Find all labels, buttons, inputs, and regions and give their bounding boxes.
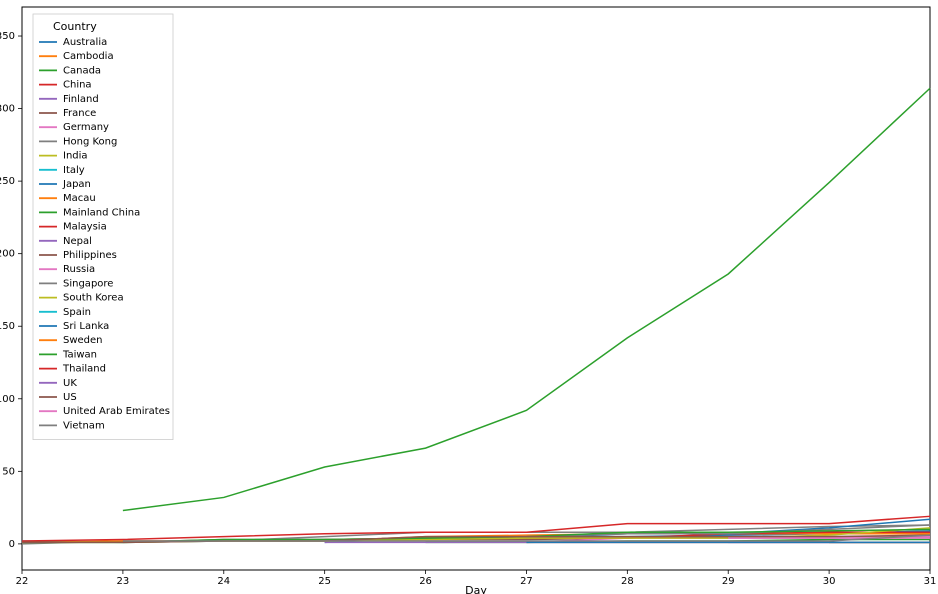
x-tick-label: 26	[419, 576, 432, 587]
legend-label: Vietnam	[63, 420, 105, 431]
x-tick-label: 29	[722, 576, 735, 587]
legend-label: France	[63, 108, 96, 119]
legend-label: China	[63, 80, 92, 91]
y-tick-label: 300	[0, 104, 15, 115]
y-tick-label: 200	[0, 249, 15, 260]
legend-label: United Arab Emirates	[63, 406, 170, 417]
legend-label: Thailand	[62, 364, 106, 375]
legend-label: Nepal	[63, 236, 92, 247]
legend-label: Mainland China	[63, 207, 140, 218]
legend-label: Macau	[63, 193, 96, 204]
legend-label: Cambodia	[63, 51, 114, 62]
y-tick-label: 250	[0, 176, 15, 187]
chart-svg: 22 23 24 25 26 27 28 29 30 31 0 50 100 150 200 250 300 35…	[0, 0, 938, 594]
legend: Country Australia Cambodia Canada China Finla…	[33, 14, 173, 440]
legend-label: South Korea	[63, 293, 124, 304]
legend-label: Taiwan	[62, 349, 97, 360]
line-chart: 22 23 24 25 26 27 28 29 30 31 0 50 100 150 200 250 300 35…	[0, 0, 938, 594]
x-tick-label: 23	[117, 576, 130, 587]
legend-label: Malaysia	[63, 222, 107, 233]
legend-label: Spain	[63, 307, 91, 318]
legend-label: Canada	[63, 65, 101, 76]
x-tick-label: 24	[217, 576, 230, 587]
y-tick-label: 0	[9, 539, 15, 550]
legend-title: Country	[53, 20, 97, 33]
legend-label: Sri Lanka	[63, 321, 109, 332]
x-tick-label: 31	[924, 576, 937, 587]
legend-label: Germany	[63, 122, 109, 133]
legend-label: Hong Kong	[63, 136, 117, 147]
legend-label: Finland	[63, 94, 99, 105]
y-tick-label: 100	[0, 394, 15, 405]
y-tick-label: 150	[0, 321, 15, 332]
legend-label: Sweden	[63, 335, 103, 346]
x-tick-label: 27	[520, 576, 533, 587]
y-tick-label: 50	[2, 466, 15, 477]
legend-label: US	[63, 392, 77, 403]
legend-label: Italy	[63, 165, 85, 176]
x-tick-label: 25	[318, 576, 331, 587]
x-tick-label: 22	[16, 576, 29, 587]
legend-label: Japan	[62, 179, 91, 190]
legend-label: Singapore	[63, 278, 113, 289]
legend-label: India	[63, 151, 88, 162]
legend-label: Australia	[63, 37, 107, 48]
x-tick-label: 28	[621, 576, 634, 587]
x-axis-label: Day	[465, 584, 487, 594]
y-tick-label: 350	[0, 31, 15, 42]
series-line-12	[123, 88, 930, 510]
legend-label: Russia	[63, 264, 95, 275]
legend-label: UK	[63, 378, 77, 389]
legend-label: Philippines	[63, 250, 117, 261]
x-tick-label: 30	[823, 576, 836, 587]
